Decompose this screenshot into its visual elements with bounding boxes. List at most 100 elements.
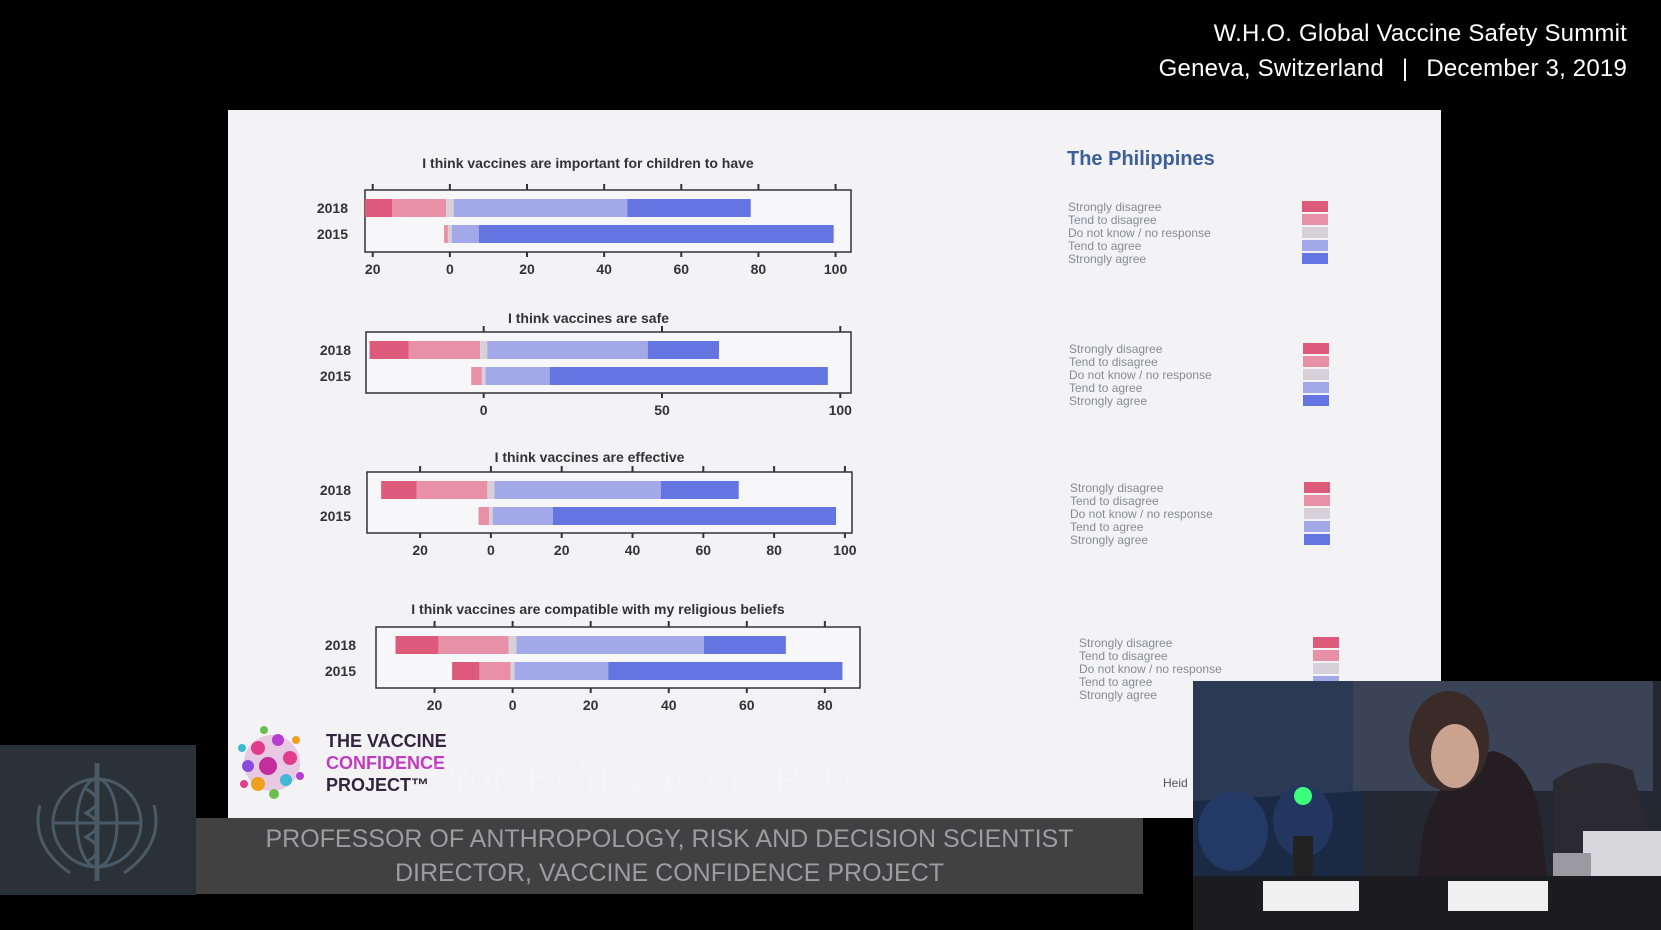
legend-swatch <box>1302 214 1328 225</box>
who-emblem-icon <box>36 763 158 881</box>
logo-line2: CONFIDENCE <box>326 753 446 773</box>
bar-segment <box>479 662 511 680</box>
bar-segment <box>451 225 479 243</box>
chart-title: I think vaccines are important for child… <box>422 155 754 171</box>
lower-third-bar <box>196 818 1143 894</box>
legend-item: Strongly disagree <box>1079 636 1359 650</box>
chart-title: I think vaccines are effective <box>495 449 685 465</box>
legend-swatch <box>1303 356 1329 367</box>
legend-label: Strongly agree <box>1070 533 1149 547</box>
legend-item: Do not know / no response <box>1079 662 1359 676</box>
category-label: 2015 <box>325 663 356 679</box>
legend-item: Do not know / no response <box>1069 368 1349 382</box>
legend-label: Do not know / no response <box>1068 226 1211 240</box>
tick-label: 20 <box>583 697 599 713</box>
vaccine-confidence-wordmark: THE VACCINE CONFIDENCE PROJECT™ <box>326 730 447 796</box>
tick-label: 20 <box>427 697 443 713</box>
bar-segment <box>494 481 661 499</box>
tick-label: 60 <box>673 261 689 277</box>
speaker-title-2: DIRECTOR, VACCINE CONFIDENCE PROJECT <box>394 859 945 887</box>
legend-label: Tend to agree <box>1068 239 1142 253</box>
tick-label: 40 <box>625 542 641 558</box>
bar-segment <box>608 662 843 680</box>
likert-charts: I think vaccines are important for child… <box>317 155 861 713</box>
legend-swatch <box>1303 382 1329 393</box>
bar-segment <box>446 199 454 217</box>
bar-segment <box>478 225 834 243</box>
speaker-title-1: PROFESSOR OF ANTHROPOLOGY, RISK AND DECI… <box>265 825 1074 853</box>
legend-label: Tend to agree <box>1079 675 1153 689</box>
tick-label: 20 <box>554 542 570 558</box>
legend-item: Do not know / no response <box>1070 507 1350 521</box>
legend-label: Strongly disagree <box>1069 342 1163 356</box>
legend-swatch <box>1302 253 1328 264</box>
tick-label: 0 <box>446 261 454 277</box>
tick-label: 100 <box>824 261 848 277</box>
presentation-slide: I think vaccines are important for child… <box>228 110 1441 818</box>
tick-label: 50 <box>654 402 670 418</box>
bar-segment <box>485 367 550 385</box>
speaker-titles: PROFESSOR OF ANTHROPOLOGY, RISK AND DECI… <box>196 822 1143 890</box>
tick-label: 20 <box>412 542 428 558</box>
legend-swatch <box>1302 227 1328 238</box>
legend-item: Tend to disagree <box>1068 213 1348 227</box>
tick-label: 20 <box>519 261 535 277</box>
bar-segment <box>487 341 648 359</box>
legend-label: Strongly agree <box>1068 252 1147 266</box>
legend-swatch <box>1313 650 1339 661</box>
category-label: 2015 <box>320 508 351 524</box>
legend-label: Tend to agree <box>1070 520 1144 534</box>
bar-segment <box>480 341 488 359</box>
event-location: Geneva, Switzerland <box>1158 55 1384 82</box>
country-title: The Philippines <box>1067 148 1215 170</box>
speaker-name: Prof. Heidi Larson, PhD <box>430 758 853 800</box>
event-date: December 3, 2019 <box>1426 55 1627 82</box>
legend-label: Tend to disagree <box>1079 649 1168 663</box>
legend-label: Tend to disagree <box>1068 213 1157 227</box>
bar-segment <box>438 636 509 654</box>
legend: Strongly disagree Tend to disagree Do not … <box>1070 481 1350 547</box>
category-label: 2015 <box>317 226 348 242</box>
legend: Strongly disagree Tend to disagree Do not … <box>1068 200 1348 266</box>
bar-segment <box>478 507 490 525</box>
tick-label: 100 <box>833 542 857 558</box>
bar-segment <box>508 636 517 654</box>
legend-swatch <box>1303 343 1329 354</box>
bar-segment <box>369 341 409 359</box>
tick-label: 20 <box>365 261 381 277</box>
legend-item: Strongly agree <box>1069 394 1349 408</box>
vaccine-confidence-logo-icon <box>238 726 304 799</box>
legend-label: Do not know / no response <box>1070 507 1213 521</box>
tick-label: 100 <box>829 402 853 418</box>
category-label: 2018 <box>317 200 348 216</box>
event-location-date: Geneva, Switzerland | December 3, 2019 <box>1159 51 1627 86</box>
legend-label: Tend to agree <box>1069 381 1143 395</box>
bar-segment <box>510 662 515 680</box>
legend-swatch <box>1304 495 1330 506</box>
legend-swatch <box>1304 521 1330 532</box>
legend-label: Strongly agree <box>1079 688 1158 702</box>
bar-segment <box>452 662 480 680</box>
tick-label: 80 <box>766 542 782 558</box>
bar-segment <box>492 507 553 525</box>
who-logo-panel <box>0 745 196 895</box>
tick-label: 60 <box>739 697 755 713</box>
legend-item: Tend to agree <box>1069 381 1349 395</box>
legend-label: Do not know / no response <box>1069 368 1212 382</box>
legend-item: Strongly agree <box>1070 533 1350 547</box>
legend-swatch <box>1304 534 1330 545</box>
legend-label: Strongly disagree <box>1068 200 1162 214</box>
legend-swatch <box>1313 637 1339 648</box>
tick-label: 40 <box>661 697 677 713</box>
category-label: 2018 <box>320 342 351 358</box>
video-frame-illustration <box>1193 681 1661 930</box>
bar-segment <box>487 481 495 499</box>
bar-segment <box>381 481 417 499</box>
legend-item: Tend to disagree <box>1069 355 1349 369</box>
legend-label: Strongly disagree <box>1079 636 1173 650</box>
legend-item: Tend to agree <box>1068 239 1348 253</box>
legend-item: Strongly disagree <box>1069 342 1349 356</box>
bar-segment <box>660 481 739 499</box>
tick-label: 40 <box>596 261 612 277</box>
tick-label: 0 <box>509 697 517 713</box>
